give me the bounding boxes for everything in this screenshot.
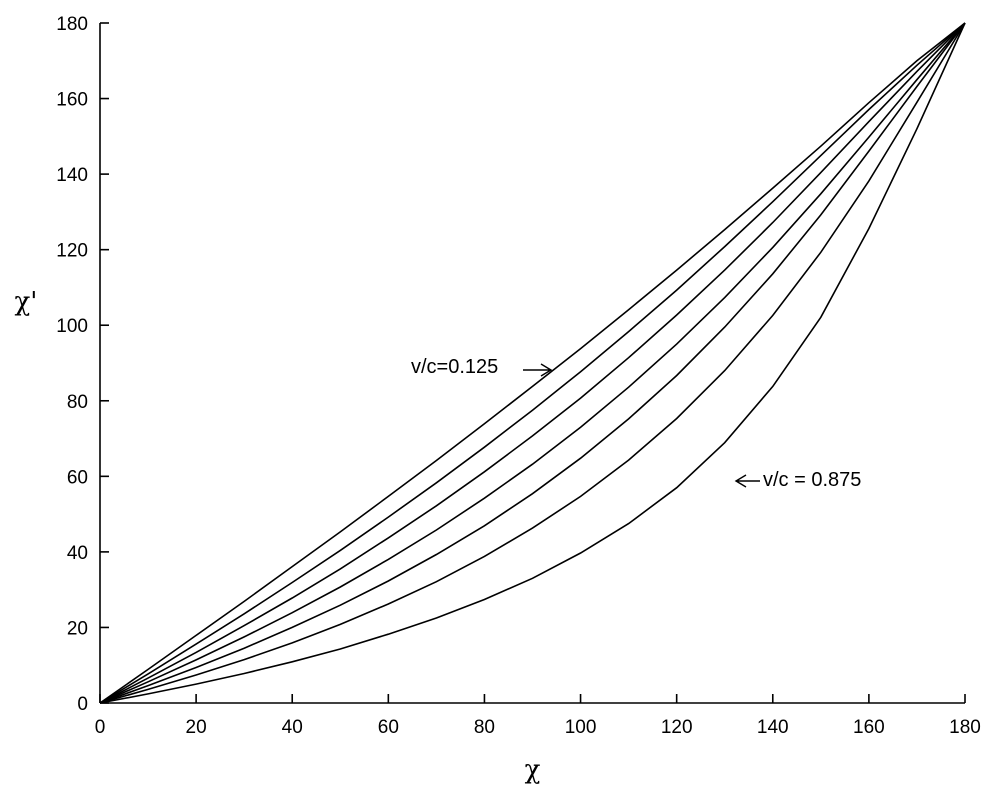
series-line-4 <box>99 22 966 704</box>
series-line-6 <box>99 22 966 704</box>
x-tick-label: 160 <box>853 717 885 738</box>
axes <box>99 23 965 704</box>
x-tick-label: 20 <box>186 717 207 738</box>
series-line-7 <box>99 22 966 704</box>
y-tick-label: 120 <box>56 241 88 262</box>
y-tick-label: 100 <box>56 316 88 337</box>
y-tick-label: 80 <box>67 392 88 413</box>
y-tick-label: 180 <box>56 14 88 35</box>
x-tick-label: 140 <box>757 717 789 738</box>
y-tick-label: 20 <box>67 618 88 639</box>
annotation-label-vc-0125: v/c=0.125 <box>411 356 498 378</box>
series-line-1 <box>99 22 966 704</box>
x-tick-label: 120 <box>661 717 693 738</box>
x-tick-label: 60 <box>378 717 399 738</box>
y-tick-label: 140 <box>56 165 88 186</box>
y-tick-label: 60 <box>67 467 88 488</box>
y-tick-label: 160 <box>56 90 88 111</box>
x-tick-label: 40 <box>282 717 303 738</box>
y-axis-label: χ' <box>15 287 38 317</box>
x-tick-label: 80 <box>474 717 495 738</box>
series-line-5 <box>99 22 966 704</box>
y-ticks: 0 20 40 60 80 100 120 140 160 180 <box>56 14 109 715</box>
series-line-2 <box>99 22 966 704</box>
annotation-arrow-right-icon <box>523 363 553 377</box>
series-line-3 <box>99 22 966 704</box>
x-tick-label: 100 <box>565 717 597 738</box>
x-ticks: 0 20 40 60 80 100 120 140 160 180 <box>95 694 981 738</box>
series-group <box>99 22 966 704</box>
x-axis-label: χ <box>525 755 541 785</box>
annotations: v/c=0.125 v/c = 0.875 <box>411 356 861 491</box>
annotation-label-vc-0875: v/c = 0.875 <box>763 469 861 491</box>
y-tick-label: 0 <box>77 694 88 715</box>
annotation-arrow-left-icon <box>734 474 760 488</box>
x-tick-label: 0 <box>95 717 106 738</box>
x-tick-label: 180 <box>949 717 981 738</box>
y-tick-label: 40 <box>67 543 88 564</box>
